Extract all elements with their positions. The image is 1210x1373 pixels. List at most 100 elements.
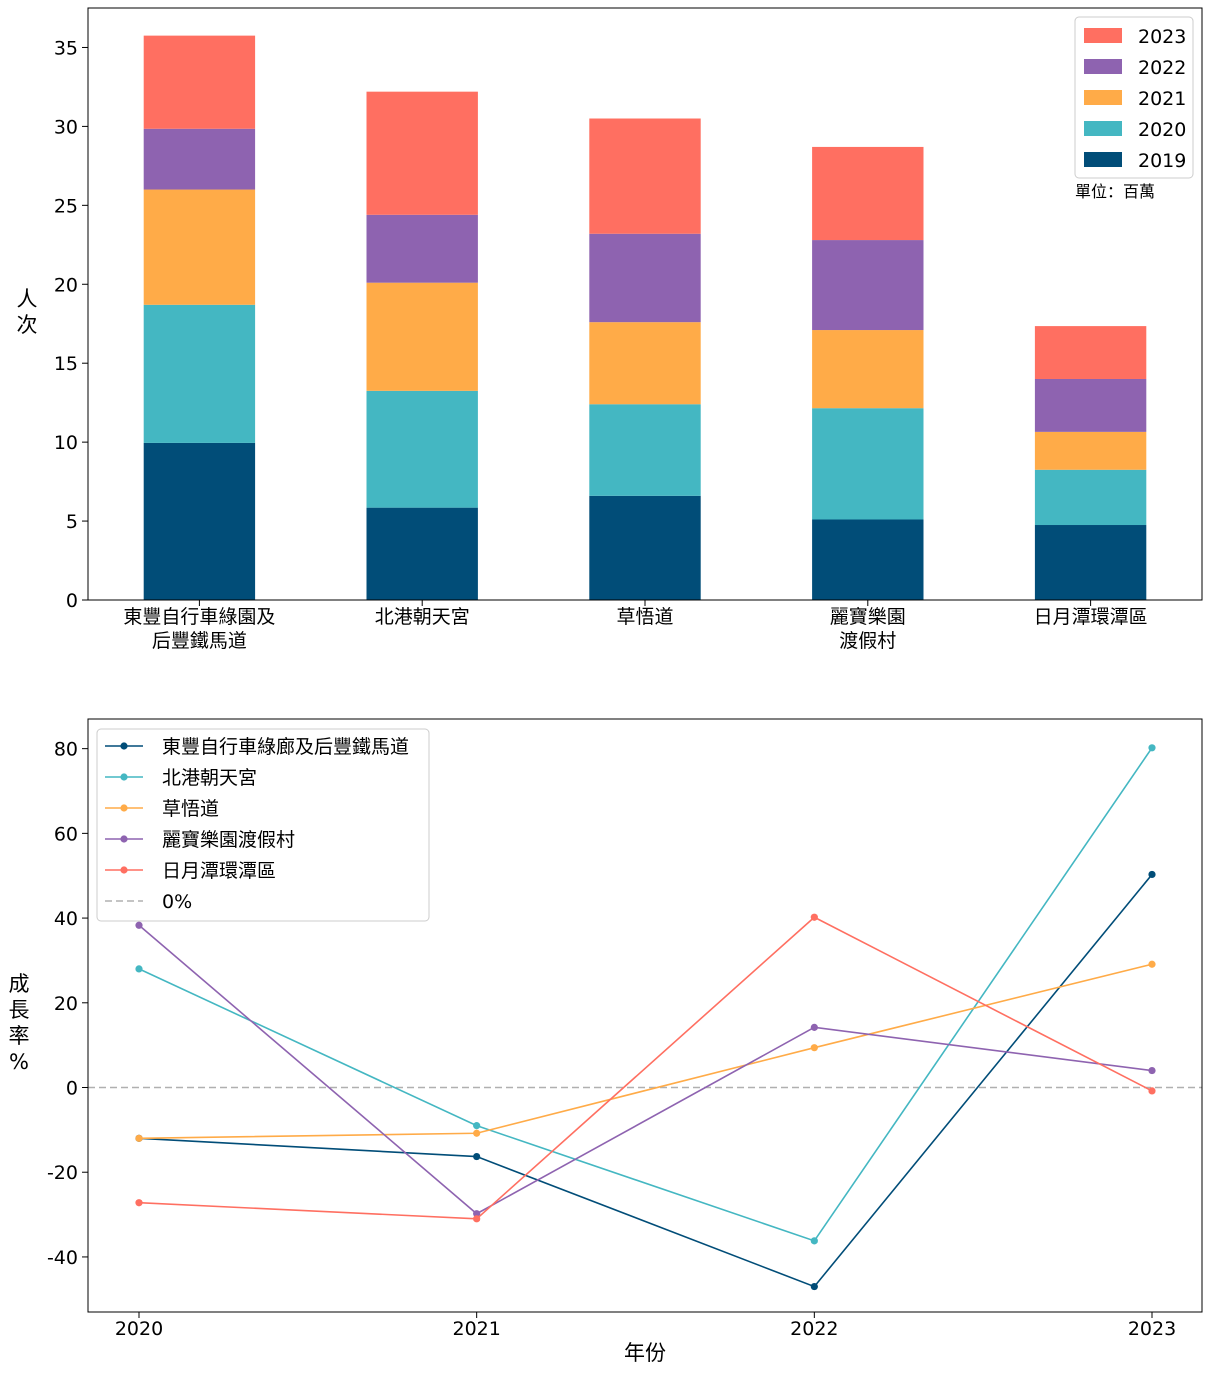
- series-line: [138, 963, 1153, 1140]
- data-point: [810, 913, 818, 921]
- line-chart-y-ticks: -40 -20 0 20 40 60 80: [47, 739, 88, 1269]
- data-point: [1148, 870, 1156, 879]
- data-point: [473, 1152, 481, 1161]
- data-point: [810, 1282, 818, 1291]
- label-line: 麗寶樂園: [830, 606, 906, 628]
- series-line: [138, 916, 1153, 1220]
- bar-segment-2021: [589, 322, 701, 405]
- y-tick-label: 0: [66, 1078, 78, 1100]
- legend-label: 北港朝天宮: [162, 767, 257, 789]
- legend-label: 麗寶樂園渡假村: [162, 829, 295, 851]
- legend-marker: [120, 742, 128, 750]
- data-point: [810, 1023, 818, 1031]
- legend-frame: [1074, 16, 1194, 179]
- x-tick-label: 2020: [115, 1318, 163, 1340]
- label-line: 人: [17, 287, 38, 311]
- series-4: [135, 921, 1156, 1218]
- growth-line-chart: -40 -20 0 20 40 60 80 2020 2021 2022 2023 年份 成長率%…: [9, 718, 1203, 1365]
- data-point: [1148, 1066, 1156, 1075]
- bar-segment-2021: [366, 282, 478, 391]
- series-line: [138, 873, 1153, 1288]
- y-tick-label: 35: [54, 37, 78, 59]
- legend-label: 草悟道: [162, 798, 219, 820]
- x-tick-label: 2023: [1128, 1318, 1176, 1340]
- bar-segment-2022: [366, 214, 478, 283]
- y-tick-label: 20: [54, 993, 78, 1015]
- bar-segment-2023: [1034, 326, 1147, 379]
- data-point: [810, 1237, 818, 1245]
- label-line: 日月潭環潭區: [1034, 606, 1148, 628]
- label-line: 長: [9, 998, 30, 1022]
- bar-segment-2020: [1034, 469, 1147, 526]
- x-tick-label: 日月潭環潭區: [1034, 606, 1148, 628]
- x-tick-label: 麗寶樂園渡假村: [830, 606, 906, 652]
- label-line: 成: [9, 972, 30, 996]
- line-chart-axes-frame: [87, 718, 1203, 1313]
- bar-segment-2023: [589, 118, 701, 234]
- data-point: [810, 1044, 818, 1052]
- legend-marker: [120, 804, 128, 812]
- unit-annotation: 單位：百萬: [1075, 182, 1155, 201]
- bar-segment-2023: [366, 91, 478, 215]
- legend-swatch-2020: [1084, 121, 1122, 136]
- legend-label-2021: 2021: [1138, 88, 1186, 110]
- bar-segment-2022: [1034, 378, 1147, 432]
- x-tick-label: 2022: [790, 1318, 838, 1340]
- y-tick-label: -40: [47, 1247, 78, 1269]
- legend-frame: [96, 728, 430, 922]
- bar-segment-2023: [143, 35, 256, 129]
- label-line: 次: [17, 313, 38, 337]
- data-point: [135, 1199, 143, 1207]
- y-tick-label: 60: [54, 823, 78, 845]
- bar-segment-2020: [366, 390, 478, 508]
- x-tick-label: 北港朝天宮: [375, 606, 470, 628]
- bar-segment-2021: [1034, 431, 1147, 470]
- legend-label-2022: 2022: [1138, 57, 1186, 79]
- label-line: 草悟道: [616, 606, 673, 628]
- data-point: [473, 1122, 481, 1130]
- legend-swatch-2021: [1084, 90, 1122, 105]
- bar-marks: [143, 35, 1147, 600]
- legend-marker: [120, 773, 128, 781]
- label-line: 后豐鐵馬道: [152, 630, 247, 652]
- bar-segment-2022: [589, 233, 701, 323]
- label-line: %: [9, 1050, 29, 1074]
- bar-segment-2021: [812, 330, 924, 409]
- bar-segment-2021: [143, 189, 256, 305]
- bar-segment-2020: [143, 304, 256, 443]
- y-tick-label: 5: [66, 511, 78, 533]
- bar-segment-2020: [812, 408, 924, 520]
- label-line: 渡假村: [839, 630, 896, 652]
- stacked-bar-chart: 0 5 10 15 20 25 30 35 東豐自行車綠園及后豐鐵馬道 北港朝天宮 草悟道 麗寶樂園…: [17, 7, 1203, 652]
- data-point: [473, 1129, 481, 1137]
- data-point: [1148, 960, 1156, 968]
- y-tick-label: 25: [54, 195, 78, 217]
- data-point: [135, 921, 143, 929]
- series-1: [135, 870, 1156, 1291]
- line-chart-x-ticks: 2020 2021 2022 2023: [115, 1312, 1176, 1340]
- legend-label: 0%: [162, 891, 192, 913]
- label-line: 東豐自行車綠園及: [123, 606, 275, 628]
- legend-marker: [120, 835, 128, 843]
- label-line: 北港朝天宮: [375, 606, 470, 628]
- y-tick-label: 20: [54, 274, 78, 296]
- y-tick-label: 30: [54, 116, 78, 138]
- bar-segment-2022: [812, 240, 924, 331]
- x-tick-label: 2021: [452, 1318, 500, 1340]
- line-chart-x-label: 年份: [624, 1341, 666, 1365]
- legend-label-2019: 2019: [1138, 150, 1186, 172]
- legend-label: 東豐自行車綠廊及后豐鐵馬道: [162, 736, 409, 758]
- data-point: [473, 1210, 481, 1218]
- bar-segment-2019: [812, 519, 924, 600]
- data-point: [135, 1134, 143, 1142]
- data-point: [473, 1215, 481, 1223]
- bar-segment-2020: [589, 404, 701, 496]
- data-point: [1148, 1087, 1156, 1095]
- bar-segment-2023: [812, 146, 924, 241]
- legend-swatch-2019: [1084, 152, 1122, 167]
- line-marks: [135, 744, 1156, 1291]
- y-tick-label: 0: [66, 590, 78, 612]
- x-tick-label: 東豐自行車綠園及后豐鐵馬道: [123, 606, 275, 652]
